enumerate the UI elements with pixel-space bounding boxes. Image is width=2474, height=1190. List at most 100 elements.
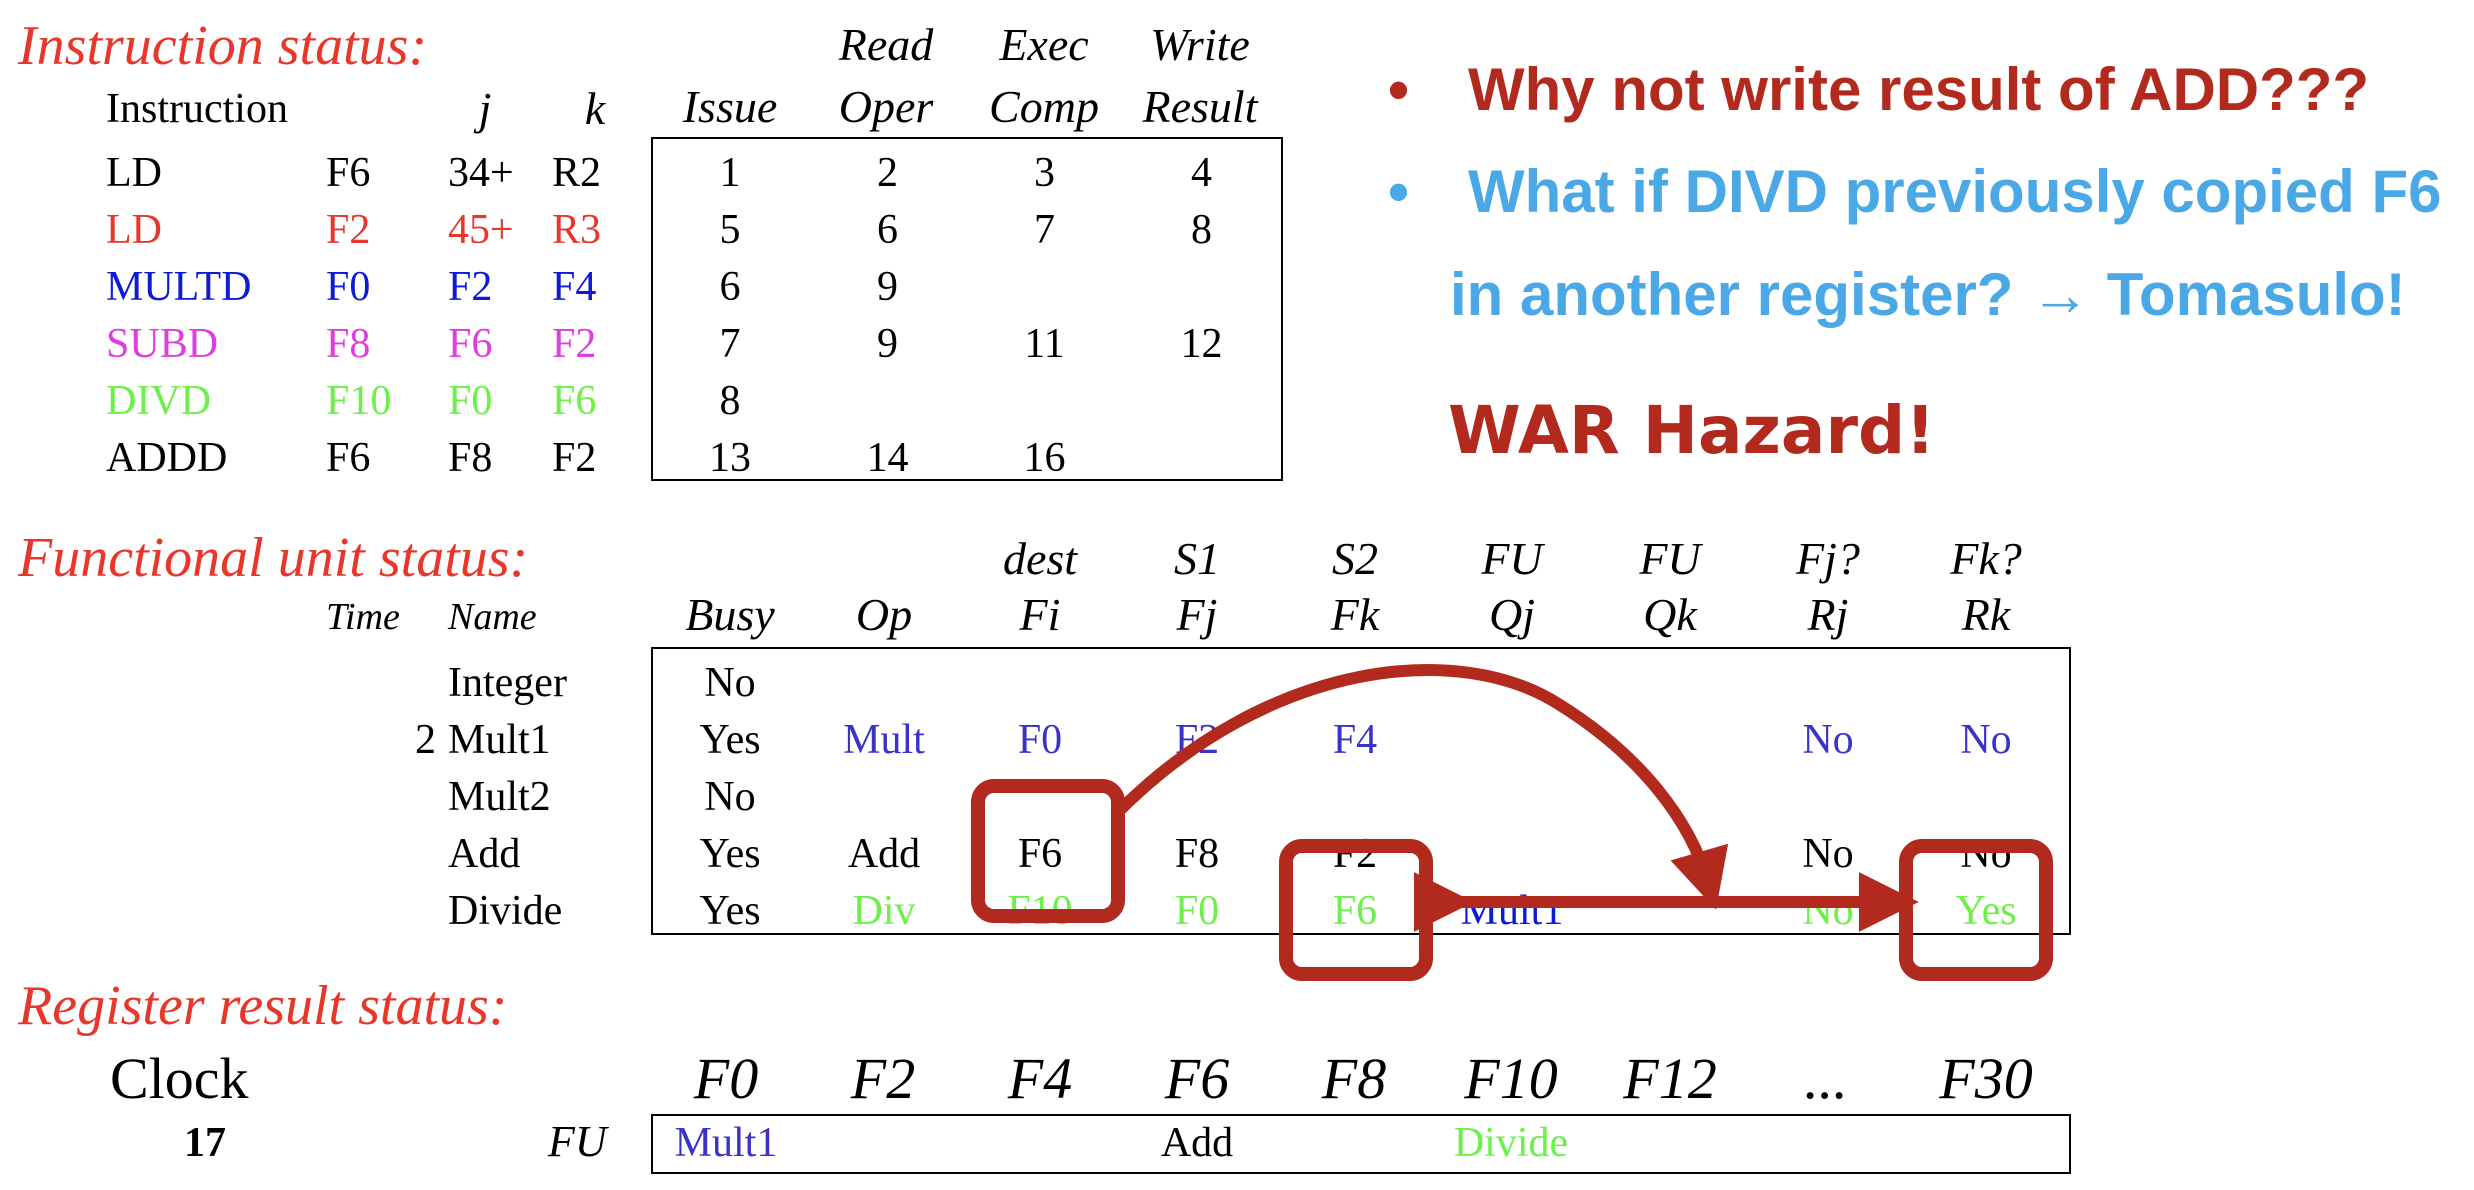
fu-header-top: dest <box>1002 533 1078 584</box>
instr-cell-op: SUBD <box>106 321 219 367</box>
fu-header-fj: Fj <box>1176 589 1218 640</box>
fu-cell-fj: F8 <box>1174 831 1220 877</box>
instr-cell-exec: 7 <box>1034 207 1055 253</box>
instr-cell-issue: 7 <box>719 321 741 367</box>
fu-header-top: S2 <box>1332 533 1378 584</box>
instr-cell-write: 8 <box>1191 207 1212 253</box>
header-instruction: Instruction <box>106 86 288 132</box>
fu-header-op: Op <box>855 589 913 640</box>
register-header: F30 <box>1939 1046 2033 1111</box>
instr-cell-read: 14 <box>866 435 909 481</box>
header-write: Write <box>1150 19 1250 70</box>
header-j: j <box>478 83 492 134</box>
war-hazard-label: WAR Hazard! <box>1448 392 1936 469</box>
fu-label: FU <box>548 1117 607 1166</box>
instr-cell-op: ADDD <box>106 435 228 481</box>
fu-header-rj: Rj <box>1807 589 1849 640</box>
fu-cell-qj: Mult1 <box>1460 888 1564 934</box>
register-header: F4 <box>1007 1046 1073 1111</box>
instr-cell-read: 2 <box>877 150 898 196</box>
fu-cell-fj: F0 <box>1174 888 1220 934</box>
fu-header-busy: Busy <box>685 589 775 640</box>
instr-cell-j: F2 <box>448 264 493 310</box>
fu-header-qk: Qk <box>1643 589 1697 640</box>
fu-header-qj: Qj <box>1489 589 1535 640</box>
fu-cell-name: Add <box>448 831 521 877</box>
fu-cell-name: Mult1 <box>448 717 551 763</box>
fu-header-name: Name <box>448 596 537 638</box>
fu-cell-name: Divide <box>448 888 563 934</box>
functional-unit-status-title: Functional unit status: <box>18 527 529 589</box>
instr-cell-j: F8 <box>448 435 493 481</box>
fu-cell-rk: No <box>1960 831 2012 877</box>
instr-cell-exec: 16 <box>1023 435 1066 481</box>
instr-cell-k: F6 <box>552 378 597 424</box>
instr-cell-issue: 8 <box>719 378 741 424</box>
clock-value: 17 <box>184 1120 226 1166</box>
bullet-what-if-divd: • What if DIVD previously copied F6 <box>1388 158 2442 225</box>
fu-cell-fi: F10 <box>1007 888 1073 934</box>
register-value: Mult1 <box>674 1120 778 1166</box>
register-header: F8 <box>1321 1046 1387 1111</box>
fu-cell-time: 2 <box>415 717 436 763</box>
register-header: F12 <box>1623 1046 1717 1111</box>
instr-cell-dest: F10 <box>326 378 392 424</box>
bullet-why-not-write: • Why not write result of ADD??? <box>1388 56 2370 123</box>
instr-cell-issue: 5 <box>719 207 741 253</box>
instr-cell-exec: 11 <box>1024 321 1065 367</box>
fu-cell-rk: No <box>1960 717 2012 763</box>
fu-header-fi: Fi <box>1019 589 1061 640</box>
instr-cell-j: F6 <box>448 321 493 367</box>
instr-cell-j: 45+ <box>448 207 514 253</box>
register-value: Divide <box>1453 1120 1569 1166</box>
instr-cell-dest: F0 <box>326 264 371 310</box>
fu-cell-busy: No <box>704 660 756 706</box>
fu-header-time: Time <box>326 596 400 638</box>
fu-header-top: S1 <box>1174 533 1220 584</box>
fu-header-top: Fj? <box>1796 533 1860 584</box>
instr-cell-k: F2 <box>552 321 597 367</box>
header-k: k <box>584 83 606 134</box>
instr-cell-issue: 13 <box>709 435 751 481</box>
fu-header-top: FU <box>1481 533 1543 584</box>
instr-cell-exec: 3 <box>1034 150 1055 196</box>
instr-cell-j: 34+ <box>448 150 514 196</box>
fu-cell-fi: F6 <box>1017 831 1063 877</box>
fu-cell-rj: No <box>1802 717 1854 763</box>
header-issue: Issue <box>682 81 778 132</box>
instr-cell-k: R3 <box>552 207 602 253</box>
instr-cell-dest: F2 <box>326 207 371 253</box>
header-result: Result <box>1142 81 1258 132</box>
instruction-status-box <box>651 137 1283 481</box>
fu-cell-rk: Yes <box>1955 888 2017 934</box>
instr-cell-j: F0 <box>448 378 493 424</box>
fu-cell-op: Div <box>852 888 916 934</box>
instr-cell-op: LD <box>106 207 162 253</box>
instr-cell-dest: F8 <box>326 321 371 367</box>
instr-cell-write: 12 <box>1180 321 1223 367</box>
header-comp: Comp <box>989 81 1099 132</box>
register-header: F2 <box>850 1046 916 1111</box>
fu-cell-op: Add <box>847 831 921 877</box>
register-header: F10 <box>1464 1046 1558 1111</box>
bullet-tomasulo: in another register? → Tomasulo! <box>1450 261 2406 328</box>
instr-cell-k: R2 <box>552 150 602 196</box>
fu-cell-fk: F2 <box>1332 831 1378 877</box>
fu-header-top: Fk? <box>1950 533 2022 584</box>
instr-cell-k: F4 <box>552 264 597 310</box>
fu-header-rk: Rk <box>1961 589 2011 640</box>
register-result-status-title: Register result status: <box>18 975 508 1037</box>
instr-cell-k: F2 <box>552 435 597 481</box>
instr-cell-issue: 1 <box>719 150 741 196</box>
header-read: Read <box>838 19 934 70</box>
fu-header-top: FU <box>1639 533 1701 584</box>
register-header: ... <box>1804 1046 1848 1111</box>
instr-cell-op: MULTD <box>106 264 252 310</box>
instr-cell-read: 9 <box>877 264 898 310</box>
instr-cell-read: 9 <box>877 321 898 367</box>
fu-cell-fi: F0 <box>1017 717 1063 763</box>
fu-cell-busy: Yes <box>699 831 761 877</box>
instr-cell-dest: F6 <box>326 150 371 196</box>
header-oper: Oper <box>838 81 934 132</box>
clock-label: Clock <box>110 1046 249 1111</box>
